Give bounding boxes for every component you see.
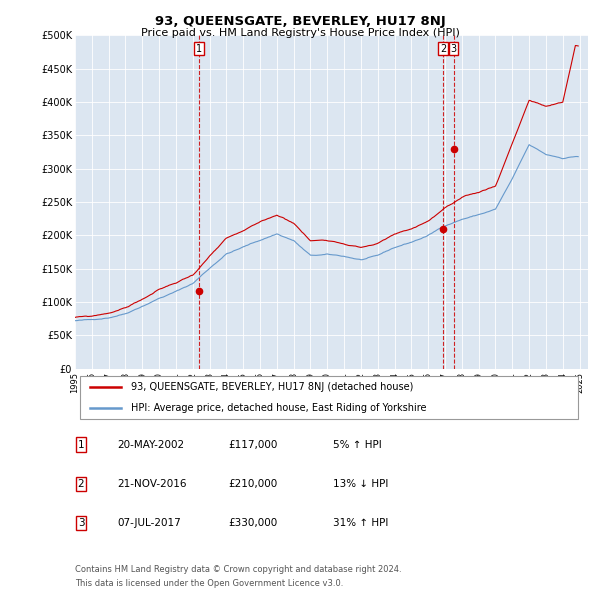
Text: 31% ↑ HPI: 31% ↑ HPI bbox=[333, 518, 388, 528]
Text: This data is licensed under the Open Government Licence v3.0.: This data is licensed under the Open Gov… bbox=[75, 579, 343, 588]
Text: 07-JUL-2017: 07-JUL-2017 bbox=[117, 518, 181, 528]
Text: £210,000: £210,000 bbox=[228, 479, 277, 489]
Text: 3: 3 bbox=[451, 44, 457, 54]
Text: 93, QUEENSGATE, BEVERLEY, HU17 8NJ: 93, QUEENSGATE, BEVERLEY, HU17 8NJ bbox=[155, 15, 445, 28]
Text: 1: 1 bbox=[196, 44, 202, 54]
Text: Contains HM Land Registry data © Crown copyright and database right 2024.: Contains HM Land Registry data © Crown c… bbox=[75, 565, 401, 574]
Text: £330,000: £330,000 bbox=[228, 518, 277, 528]
Text: 3: 3 bbox=[77, 518, 85, 528]
Text: Price paid vs. HM Land Registry's House Price Index (HPI): Price paid vs. HM Land Registry's House … bbox=[140, 28, 460, 38]
Text: 13% ↓ HPI: 13% ↓ HPI bbox=[333, 479, 388, 489]
Text: 5% ↑ HPI: 5% ↑ HPI bbox=[333, 440, 382, 450]
Text: 20-MAY-2002: 20-MAY-2002 bbox=[117, 440, 184, 450]
FancyBboxPatch shape bbox=[80, 376, 578, 419]
Text: HPI: Average price, detached house, East Riding of Yorkshire: HPI: Average price, detached house, East… bbox=[131, 404, 427, 414]
Text: 1: 1 bbox=[77, 440, 85, 450]
Text: 93, QUEENSGATE, BEVERLEY, HU17 8NJ (detached house): 93, QUEENSGATE, BEVERLEY, HU17 8NJ (deta… bbox=[131, 382, 414, 392]
Text: 21-NOV-2016: 21-NOV-2016 bbox=[117, 479, 187, 489]
Text: 2: 2 bbox=[440, 44, 446, 54]
Text: £117,000: £117,000 bbox=[228, 440, 277, 450]
Text: 2: 2 bbox=[77, 479, 85, 489]
